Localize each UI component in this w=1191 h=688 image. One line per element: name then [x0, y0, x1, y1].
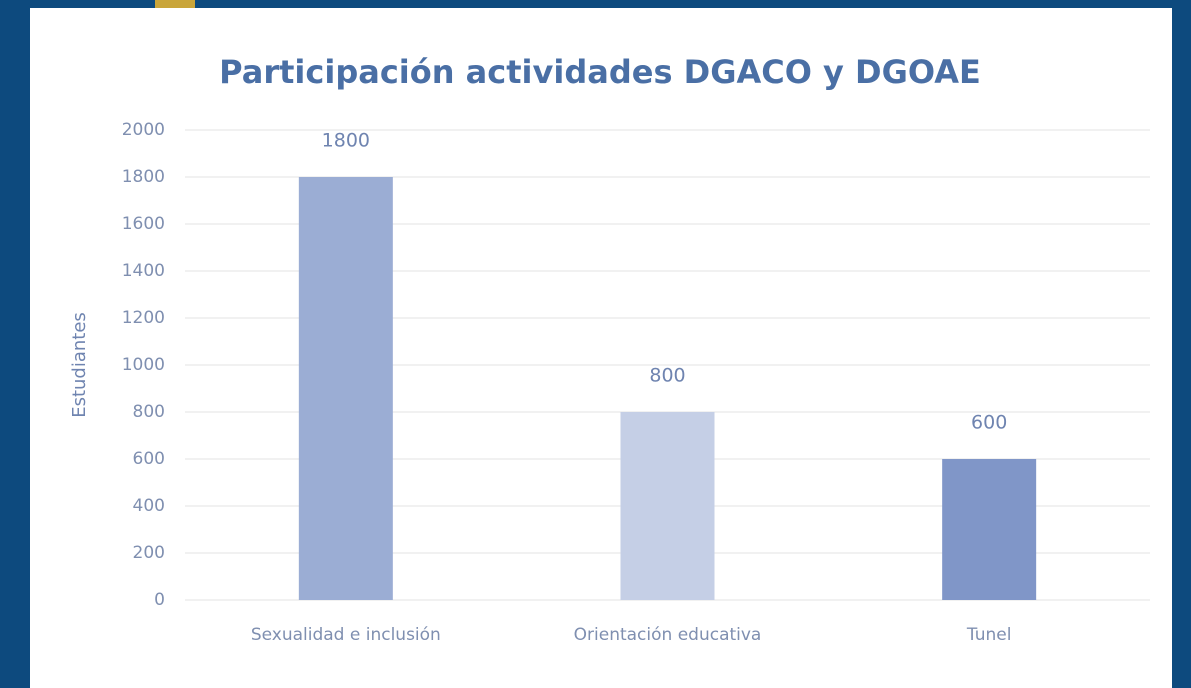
bar	[620, 412, 715, 600]
data-label: 1800	[322, 130, 370, 152]
chart-title: Participación actividades DGACO y DGOAE	[219, 53, 981, 91]
data-label: 800	[649, 365, 685, 387]
y-tick-label: 1000	[122, 355, 165, 375]
accent-bar	[155, 0, 195, 10]
y-tick-label: 1400	[122, 261, 165, 281]
y-tick-label: 800	[133, 402, 165, 422]
x-tick-label: Orientación educativa	[574, 625, 762, 645]
x-tick-label: Sexualidad e inclusión	[251, 625, 441, 645]
y-tick-label: 2000	[122, 120, 165, 140]
y-axis-label: Estudiantes	[69, 312, 90, 418]
x-tick-label: Tunel	[966, 625, 1012, 645]
data-label: 600	[971, 412, 1007, 434]
y-tick-label: 1200	[122, 308, 165, 328]
y-tick-label: 1600	[122, 214, 165, 234]
y-tick-label: 1800	[122, 167, 165, 187]
bar	[942, 459, 1037, 600]
y-tick-label: 200	[133, 543, 165, 563]
bar	[298, 177, 393, 600]
y-tick-label: 0	[154, 590, 165, 610]
y-tick-label: 400	[133, 496, 165, 516]
y-tick-label: 600	[133, 449, 165, 469]
